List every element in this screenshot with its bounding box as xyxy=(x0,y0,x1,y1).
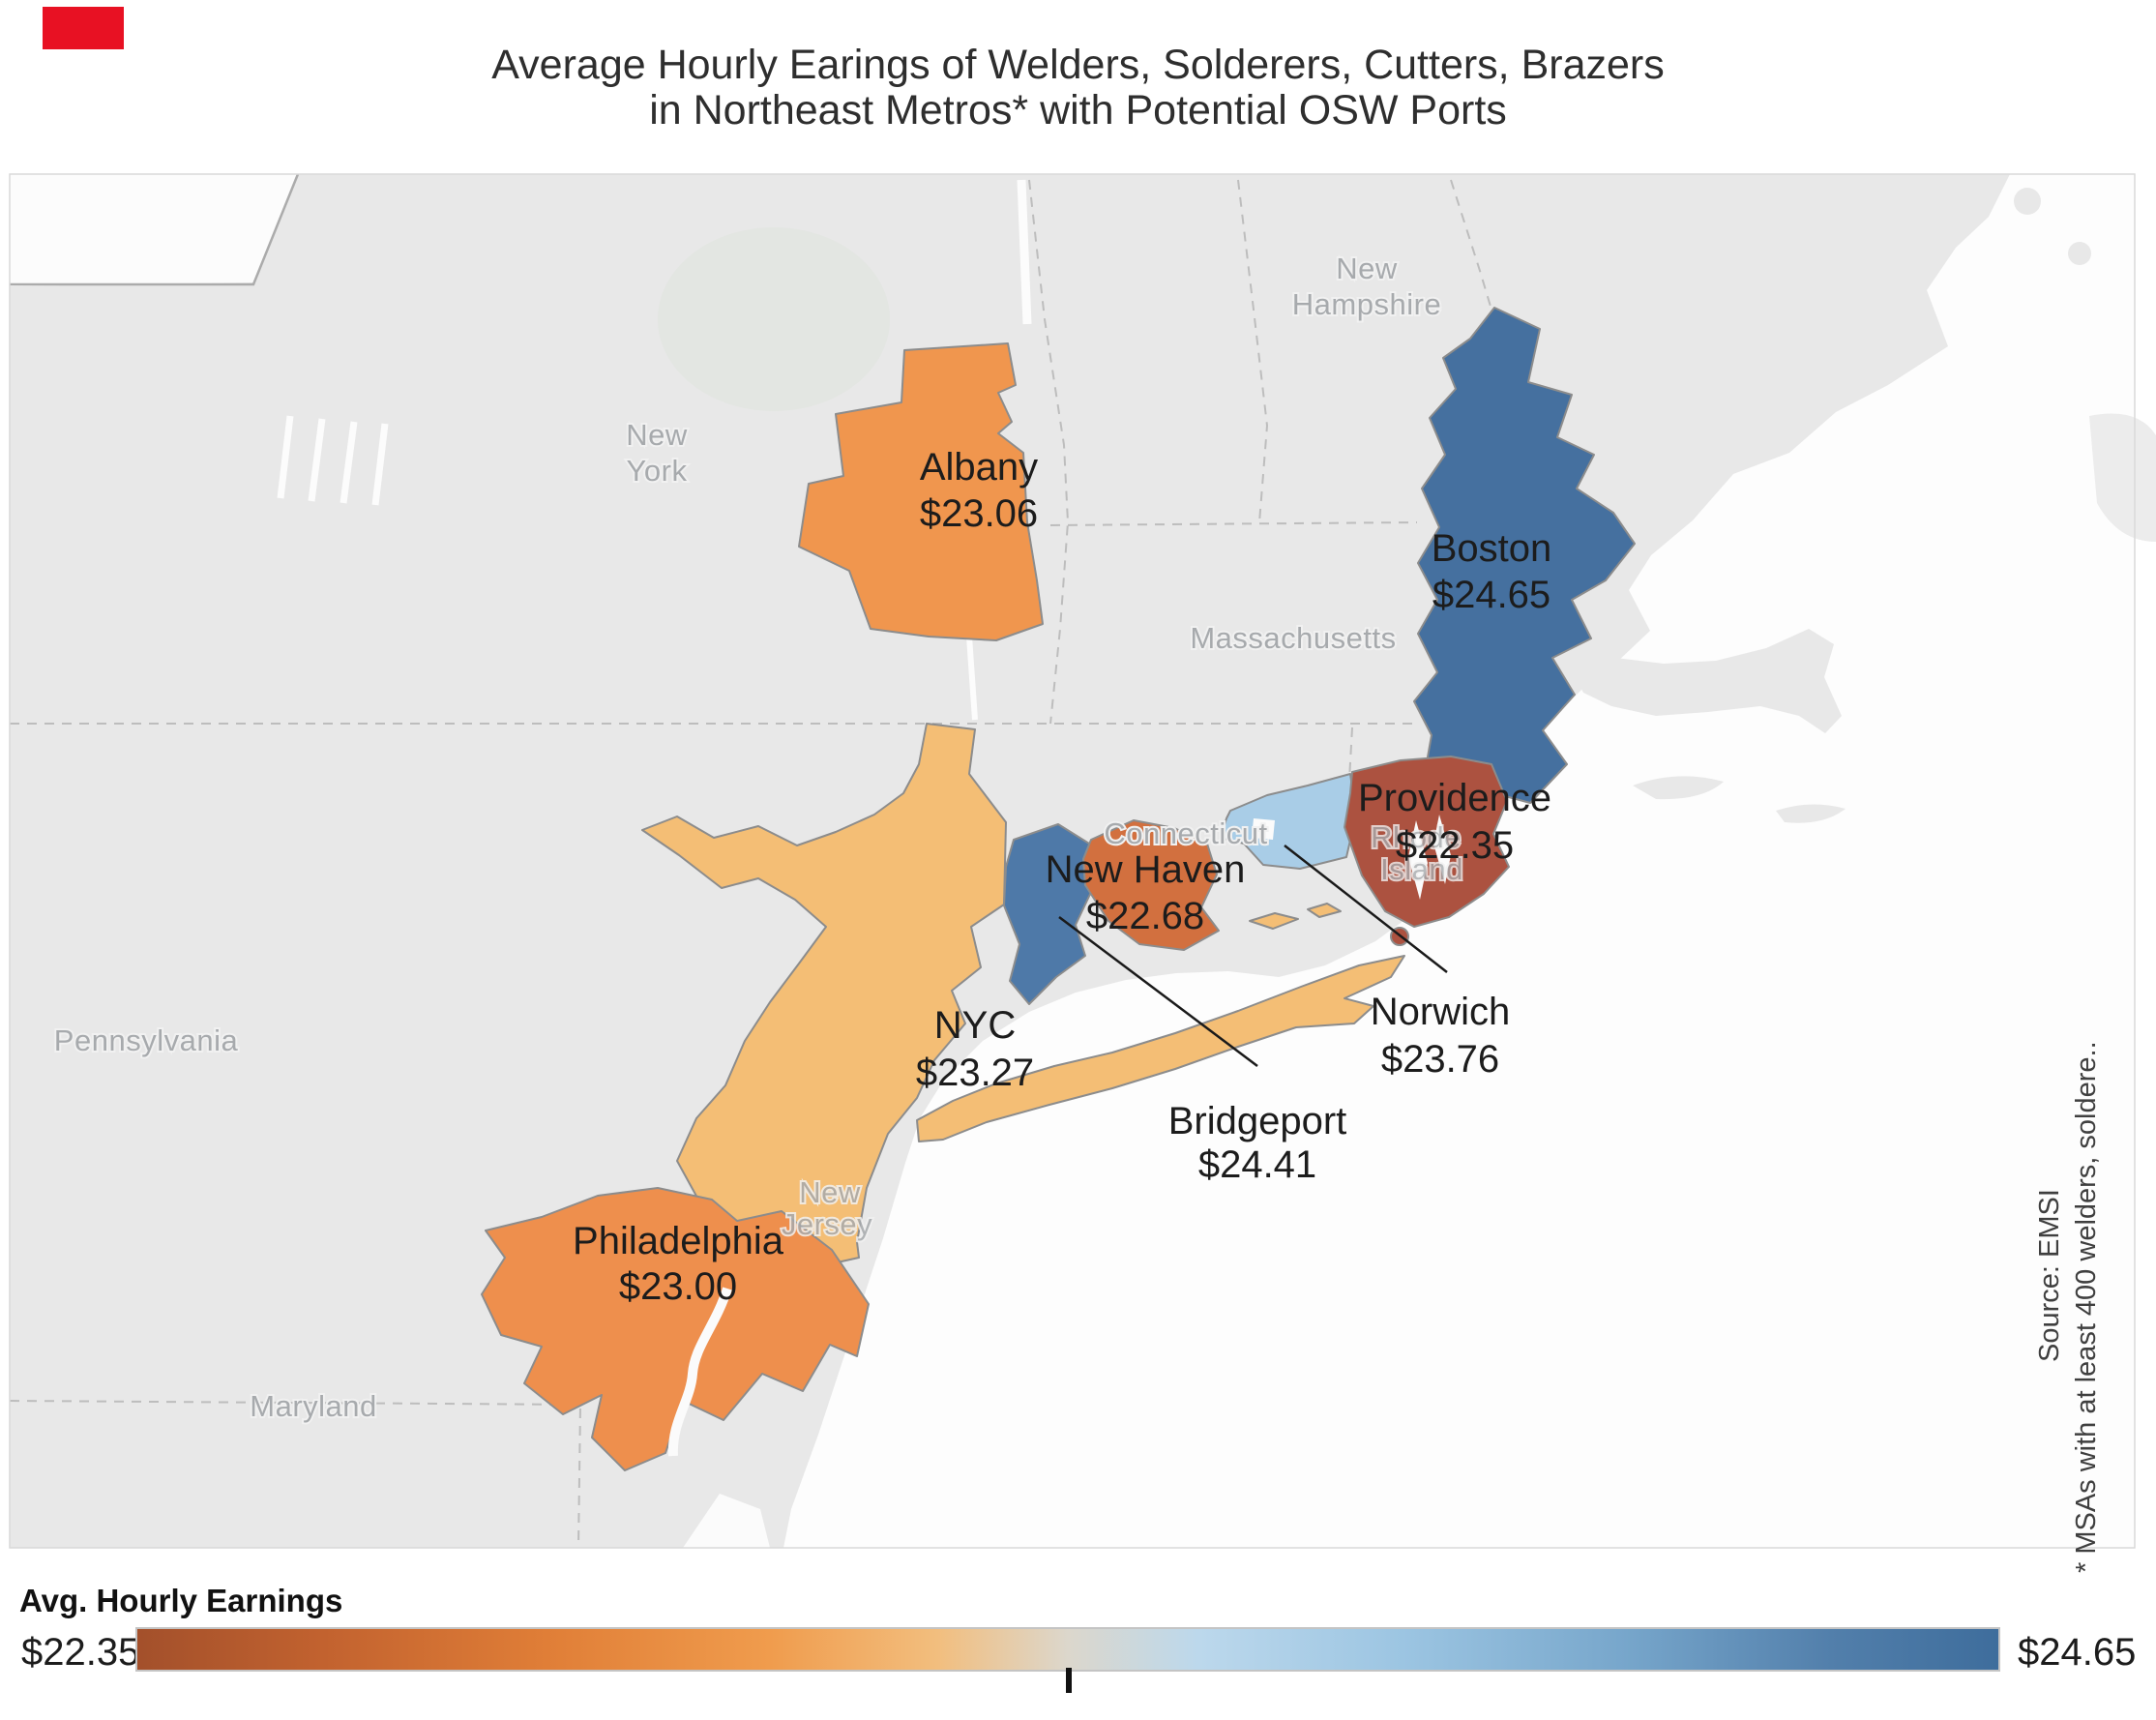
label-new-haven-name: New Haven xyxy=(1046,848,1246,891)
international-border xyxy=(10,173,300,286)
legend-max-label: $24.65 xyxy=(2018,1631,2137,1674)
chart-title: Average Hourly Earings of Welders, Solde… xyxy=(0,43,2156,133)
terrain-patch xyxy=(658,227,890,411)
state-label-new-york: York xyxy=(627,454,688,488)
label-nyc-value: $23.27 xyxy=(916,1052,1034,1094)
legend-title: Avg. Hourly Earnings xyxy=(19,1583,343,1618)
lake-ontario xyxy=(10,174,298,286)
state-label-new-jersey: Jersey xyxy=(782,1207,872,1241)
cape-cod-and-islands xyxy=(1575,188,2156,823)
state-label-maryland: Maryland xyxy=(250,1389,377,1423)
legend-min-label: $22.35 xyxy=(21,1631,140,1674)
state-label-new-york: New xyxy=(626,418,688,452)
footnote-caption: * MSAs with at least 400 welders, solder… xyxy=(2071,1041,2102,1573)
label-new-haven-value: $22.68 xyxy=(1086,895,1204,937)
region-nyc-long-island[interactable] xyxy=(916,955,1405,1142)
region-nyc-islet[interactable] xyxy=(1307,903,1342,918)
label-norwich-value: $23.76 xyxy=(1381,1038,1499,1081)
label-providence-name: Providence xyxy=(1358,777,1551,819)
label-bridgeport-name: Bridgeport xyxy=(1168,1100,1347,1142)
label-philadelphia-name: Philadelphia xyxy=(573,1220,784,1262)
chart-title-line2: in Northeast Metros* with Potential OSW … xyxy=(649,87,1507,133)
label-boston-value: $24.65 xyxy=(1432,574,1551,616)
norwich-leader-line xyxy=(1284,845,1448,973)
state-label-new-hampshire: Hampshire xyxy=(1292,287,1441,321)
state-label-connecticut: Connecticut xyxy=(1104,816,1267,850)
delaware-bay xyxy=(683,1494,770,1548)
map-frame xyxy=(9,173,2136,1549)
state-label-new-jersey: New xyxy=(799,1175,861,1209)
bay-details xyxy=(1252,815,1451,900)
state-label-rhode-island: Island xyxy=(1380,852,1463,886)
label-providence-value: $22.35 xyxy=(1396,824,1514,867)
region-philadelphia[interactable] xyxy=(481,1187,870,1471)
region-nyc[interactable] xyxy=(641,723,1007,1266)
label-bridgeport-value: $24.41 xyxy=(1198,1143,1316,1186)
label-albany-name: Albany xyxy=(920,446,1038,489)
state-labels: New York New Hampshire Massachusetts Con… xyxy=(52,250,1465,1425)
legend-midpoint-tick xyxy=(1066,1668,1072,1693)
color-legend: Avg. Hourly Earnings $22.35 $24.65 xyxy=(0,1583,2156,1720)
region-nyc-islet[interactable] xyxy=(1249,912,1299,930)
state-label-pennsylvania: Pennsylvania xyxy=(54,1023,239,1057)
metro-labels: Albany $23.06 Boston $24.65 Providence $… xyxy=(573,446,1551,1308)
lakes xyxy=(277,179,1032,721)
red-marker xyxy=(43,7,124,49)
legend-gradient-bar[interactable] xyxy=(135,1627,2000,1672)
label-nyc-name: NYC xyxy=(934,1004,1016,1047)
state-label-massachusetts: Massachusetts xyxy=(1190,621,1396,655)
region-albany[interactable] xyxy=(798,342,1044,641)
state-label-new-hampshire: New xyxy=(1336,252,1398,285)
label-albany-value: $23.06 xyxy=(920,492,1038,535)
source-caption: Source: EMSI xyxy=(2034,1189,2065,1362)
region-norwich[interactable] xyxy=(1220,773,1357,870)
bridgeport-leader-line xyxy=(1058,916,1258,1067)
delaware-river xyxy=(667,1287,732,1457)
label-norwich-name: Norwich xyxy=(1371,991,1510,1033)
label-philadelphia-value: $23.00 xyxy=(619,1265,737,1308)
region-new-haven[interactable] xyxy=(1082,819,1220,951)
label-boston-name: Boston xyxy=(1432,527,1552,570)
state-label-rhode-island: Rhode xyxy=(1371,820,1462,854)
region-boston[interactable] xyxy=(1413,307,1636,812)
chart-title-line1: Average Hourly Earings of Welders, Solde… xyxy=(491,42,1665,88)
region-providence[interactable] xyxy=(1344,756,1510,928)
